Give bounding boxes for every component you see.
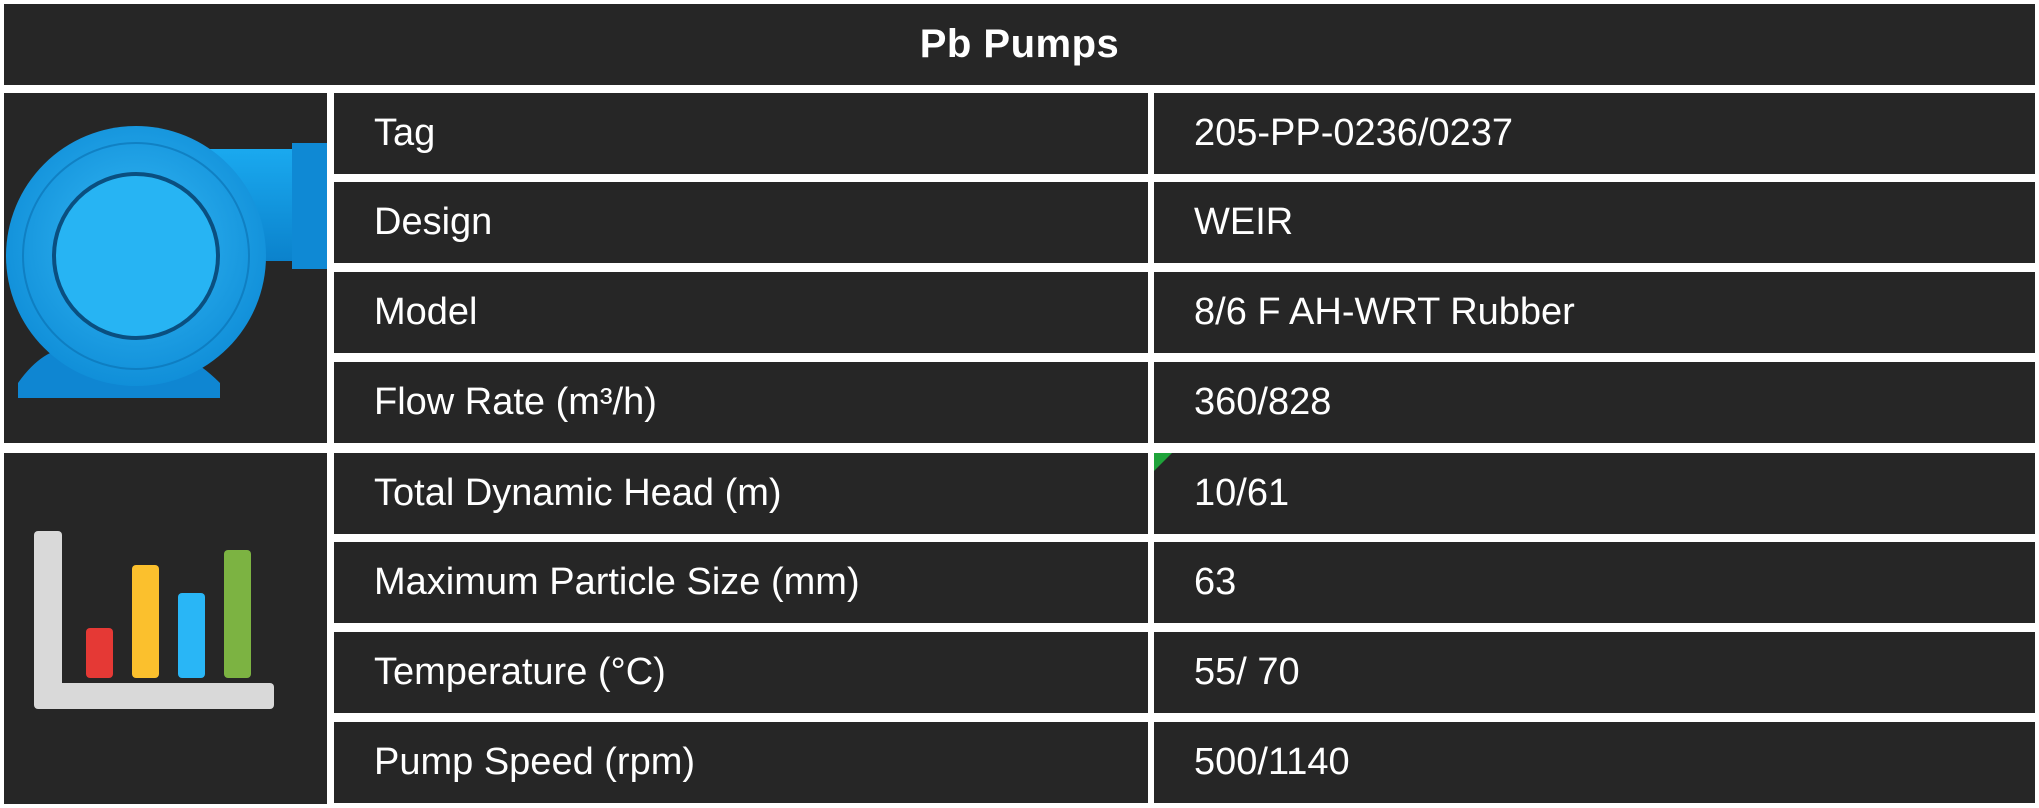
spec-label: Model	[334, 272, 1148, 353]
centrifugal-pump-icon	[6, 126, 327, 398]
spec-value: 10/61	[1154, 453, 2035, 534]
spec-row-pump-speed: Pump Speed (rpm) 500/1140	[334, 722, 2035, 803]
spec-label: Design	[334, 182, 1148, 263]
spec-row-total-dynamic-head: Total Dynamic Head (m) 10/61	[334, 453, 2035, 534]
spec-label: Tag	[334, 93, 1148, 174]
spec-value: WEIR	[1154, 182, 2035, 263]
chart-icon-cell	[4, 453, 327, 804]
pump-icon-cell	[4, 93, 327, 443]
bar-chart-icon	[34, 531, 274, 709]
spec-label: Maximum Particle Size (mm)	[334, 542, 1148, 623]
spec-value: 63	[1154, 542, 2035, 623]
spec-label: Flow Rate (m³/h)	[334, 362, 1148, 443]
spec-label: Temperature (°C)	[334, 632, 1148, 713]
spec-row-model: Model 8/6 F AH-WRT Rubber	[334, 272, 2035, 353]
spec-value: 8/6 F AH-WRT Rubber	[1154, 272, 2035, 353]
panel-title: Pb Pumps	[4, 4, 2035, 85]
spec-value: 360/828	[1154, 362, 2035, 443]
spec-row-temperature: Temperature (°C) 55/ 70	[334, 632, 2035, 713]
spec-row-flow-rate: Flow Rate (m³/h) 360/828	[334, 362, 2035, 443]
corner-marker	[1154, 453, 1172, 471]
spec-value: 55/ 70	[1154, 632, 2035, 713]
spec-value: 205-PP-0236/0237	[1154, 93, 2035, 174]
spec-label: Total Dynamic Head (m)	[334, 453, 1148, 534]
spec-value: 500/1140	[1154, 722, 2035, 803]
spec-label: Pump Speed (rpm)	[334, 722, 1148, 803]
spec-row-design: Design WEIR	[334, 182, 2035, 263]
spec-row-tag: Tag 205-PP-0236/0237	[334, 93, 2035, 174]
spec-row-max-particle-size: Maximum Particle Size (mm) 63	[334, 542, 2035, 623]
